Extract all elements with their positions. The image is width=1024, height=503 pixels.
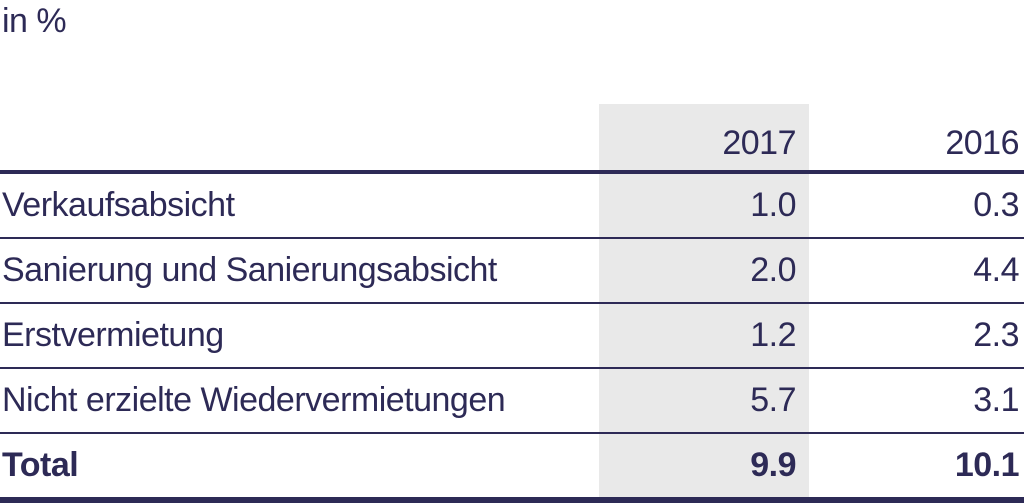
value-2016: 0.3 bbox=[973, 186, 1019, 224]
table-row: Verkaufsabsicht 1.0 0.3 bbox=[0, 174, 1024, 239]
row-label: Sanierung und Sanierungsabsicht bbox=[2, 251, 497, 289]
table-header-row: 2017 2016 bbox=[0, 104, 1024, 174]
table-row: Nicht erzielte Wiedervermietungen 5.7 3.… bbox=[0, 369, 1024, 434]
row-label: Verkaufsabsicht bbox=[2, 186, 235, 224]
value-2017: 1.2 bbox=[750, 316, 796, 354]
row-label: Nicht erzielte Wiedervermietungen bbox=[2, 381, 506, 419]
value-2016: 2.3 bbox=[973, 316, 1019, 354]
column-header-2017: 2017 bbox=[722, 124, 796, 162]
value-2016: 4.4 bbox=[973, 251, 1019, 289]
value-2017: 5.7 bbox=[750, 381, 796, 419]
value-2016: 3.1 bbox=[973, 381, 1019, 419]
table-row: Erstvermietung 1.2 2.3 bbox=[0, 304, 1024, 369]
column-header-2016: 2016 bbox=[945, 124, 1019, 162]
row-label: Erstvermietung bbox=[2, 316, 224, 354]
table-row: Sanierung und Sanierungsabsicht 2.0 4.4 bbox=[0, 239, 1024, 304]
value-2017: 2.0 bbox=[750, 251, 796, 289]
total-label: Total bbox=[2, 446, 79, 484]
total-value-2016: 10.1 bbox=[954, 446, 1020, 484]
vacancy-rate-table: 2017 2016 Verkaufsabsicht 1.0 0.3 Sanier… bbox=[0, 104, 1024, 503]
unit-label: in % bbox=[2, 2, 67, 40]
value-2017: 1.0 bbox=[750, 186, 796, 224]
total-value-2017: 9.9 bbox=[750, 446, 796, 484]
table-total-row: Total 9.9 10.1 bbox=[0, 434, 1024, 503]
